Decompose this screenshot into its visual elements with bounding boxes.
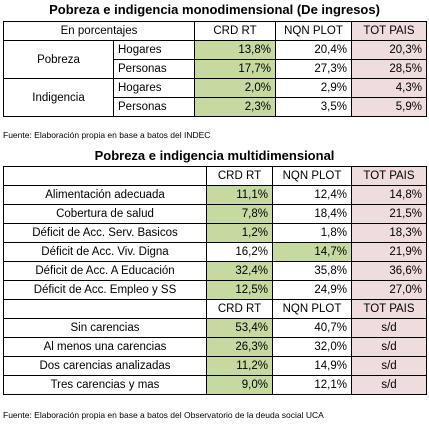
row-label: Dos carencias analizadas bbox=[3, 356, 207, 376]
crd-value: 13,8% bbox=[194, 40, 276, 60]
crd-value: 7,8% bbox=[206, 204, 273, 224]
crd-value: 1,2% bbox=[206, 223, 273, 243]
nqn-value: 24,9% bbox=[272, 280, 352, 300]
nqn-value: 32,0% bbox=[272, 337, 352, 357]
table-row: Tres carencias y mas 9,0% 12,1% s/d bbox=[3, 375, 427, 395]
table-row: Déficit de Acc. Viv. Digna 16,2% 14,7% 2… bbox=[3, 242, 427, 262]
crd-value: 12,5% bbox=[206, 280, 273, 300]
tot-value: s/d bbox=[351, 318, 427, 338]
nqn-value: 20,4% bbox=[275, 40, 352, 60]
section2-title: Pobreza e indigencia multidimensional bbox=[94, 148, 335, 163]
row-label: Personas bbox=[113, 59, 195, 79]
tot-value: 28,5% bbox=[351, 59, 427, 79]
group-name: Indigencia bbox=[3, 78, 114, 117]
crd-value: 17,7% bbox=[194, 59, 276, 79]
tot-value: 14,8% bbox=[351, 185, 427, 205]
row-label: Sin carencias bbox=[3, 318, 207, 338]
tot-value: 4,3% bbox=[351, 78, 427, 98]
table-header-row: CRD RT NQN PLOT TOT PAIS bbox=[3, 299, 427, 319]
row-label: Al menos una carencias bbox=[3, 337, 207, 357]
nqn-value: 14,7% bbox=[272, 242, 352, 262]
header-nqn: NQN PLOT bbox=[272, 166, 352, 186]
tot-value: 27,0% bbox=[351, 280, 427, 300]
header-tot: TOT PAIS bbox=[351, 21, 427, 41]
row-label: Déficit de Acc. Empleo y SS bbox=[3, 280, 207, 300]
tot-value: 21,9% bbox=[351, 242, 427, 262]
table-row: Dos carencias analizadas 11,2% 14,9% s/d bbox=[3, 356, 427, 376]
crd-value: 16,2% bbox=[206, 242, 273, 262]
tot-value: 5,9% bbox=[351, 97, 427, 117]
nqn-value: 27,3% bbox=[275, 59, 352, 79]
row-label: Déficit de Acc. Serv. Basicos bbox=[3, 223, 207, 243]
table-header-row: En porcentajes CRD RT NQN PLOT TOT PAIS bbox=[3, 21, 427, 41]
header-label: En porcentajes bbox=[3, 21, 195, 41]
table-row: Cobertura de salud 7,8% 18,4% 21,5% bbox=[3, 204, 427, 224]
table-row: Déficit de Acc. A Educación 32,4% 35,8% … bbox=[3, 261, 427, 281]
table-row: Déficit de Acc. Serv. Basicos 1,2% 1,8% … bbox=[3, 223, 427, 243]
crd-value: 2,0% bbox=[194, 78, 276, 98]
multidimensional-table: CRD RT NQN PLOT TOT PAIS Alimentación ad… bbox=[3, 166, 427, 395]
tot-value: 20,3% bbox=[351, 40, 427, 60]
row-label: Hogares bbox=[113, 78, 195, 98]
table-row: Pobreza Hogares 13,8% 20,4% 20,3% bbox=[3, 40, 427, 79]
table-row: Déficit de Acc. Empleo y SS 12,5% 24,9% … bbox=[3, 280, 427, 300]
tot-value: 21,5% bbox=[351, 204, 427, 224]
row-label: Déficit de Acc. A Educación bbox=[3, 261, 207, 281]
nqn-value: 12,4% bbox=[272, 185, 352, 205]
crd-value: 11,1% bbox=[206, 185, 273, 205]
crd-value: 32,4% bbox=[206, 261, 273, 281]
tot-value: 36,6% bbox=[351, 261, 427, 281]
table-header-row: CRD RT NQN PLOT TOT PAIS bbox=[3, 166, 427, 186]
table-row: Alimentación adecuada 11,1% 12,4% 14,8% bbox=[3, 185, 427, 205]
tot-value: s/d bbox=[351, 337, 427, 357]
table-row: Sin carencias 53,4% 40,7% s/d bbox=[3, 318, 427, 338]
nqn-value: 12,1% bbox=[272, 375, 352, 395]
row-label: Hogares bbox=[113, 40, 195, 60]
monodimensional-table: En porcentajes CRD RT NQN PLOT TOT PAIS … bbox=[3, 21, 427, 117]
table-row: Al menos una carencias 26,3% 32,0% s/d bbox=[3, 337, 427, 357]
nqn-value: 3,5% bbox=[275, 97, 352, 117]
header-nqn: NQN PLOT bbox=[272, 299, 352, 319]
header-crd: CRD RT bbox=[194, 21, 276, 41]
tot-value: 18,3% bbox=[351, 223, 427, 243]
crd-value: 26,3% bbox=[206, 337, 273, 357]
nqn-value: 18,4% bbox=[272, 204, 352, 224]
crd-value: 9,0% bbox=[206, 375, 273, 395]
row-label: Alimentación adecuada bbox=[3, 185, 207, 205]
crd-value: 53,4% bbox=[206, 318, 273, 338]
header-crd: CRD RT bbox=[206, 166, 273, 186]
section2-source: Fuente: Elaboración propia en base a bat… bbox=[3, 410, 324, 420]
crd-value: 2,3% bbox=[194, 97, 276, 117]
row-label: Tres carencias y mas bbox=[3, 375, 207, 395]
section1-source: Fuente: Elaboración propia en base a bat… bbox=[3, 130, 211, 140]
group-name: Pobreza bbox=[3, 40, 114, 79]
header-crd: CRD RT bbox=[206, 299, 273, 319]
crd-value: 11,2% bbox=[206, 356, 273, 376]
table-row: Personas 17,7% 27,3% 28,5% bbox=[4, 59, 427, 79]
nqn-value: 14,9% bbox=[272, 356, 352, 376]
row-label: Personas bbox=[113, 97, 195, 117]
header-tot: TOT PAIS bbox=[351, 166, 427, 186]
table-row: Personas 2,3% 3,5% 5,9% bbox=[4, 97, 427, 117]
section1-title: Pobreza e indigencia monodimensional (De… bbox=[49, 2, 380, 17]
table-row: Indigencia Hogares 2,0% 2,9% 4,3% bbox=[3, 78, 427, 117]
row-label: Déficit de Acc. Viv. Digna bbox=[3, 242, 207, 262]
nqn-value: 1,8% bbox=[272, 223, 352, 243]
nqn-value: 40,7% bbox=[272, 318, 352, 338]
row-label: Cobertura de salud bbox=[3, 204, 207, 224]
tot-value: s/d bbox=[351, 375, 427, 395]
header-tot: TOT PAIS bbox=[351, 299, 427, 319]
nqn-value: 2,9% bbox=[275, 78, 352, 98]
tot-value: s/d bbox=[351, 356, 427, 376]
nqn-value: 35,8% bbox=[272, 261, 352, 281]
header-nqn: NQN PLOT bbox=[275, 21, 352, 41]
